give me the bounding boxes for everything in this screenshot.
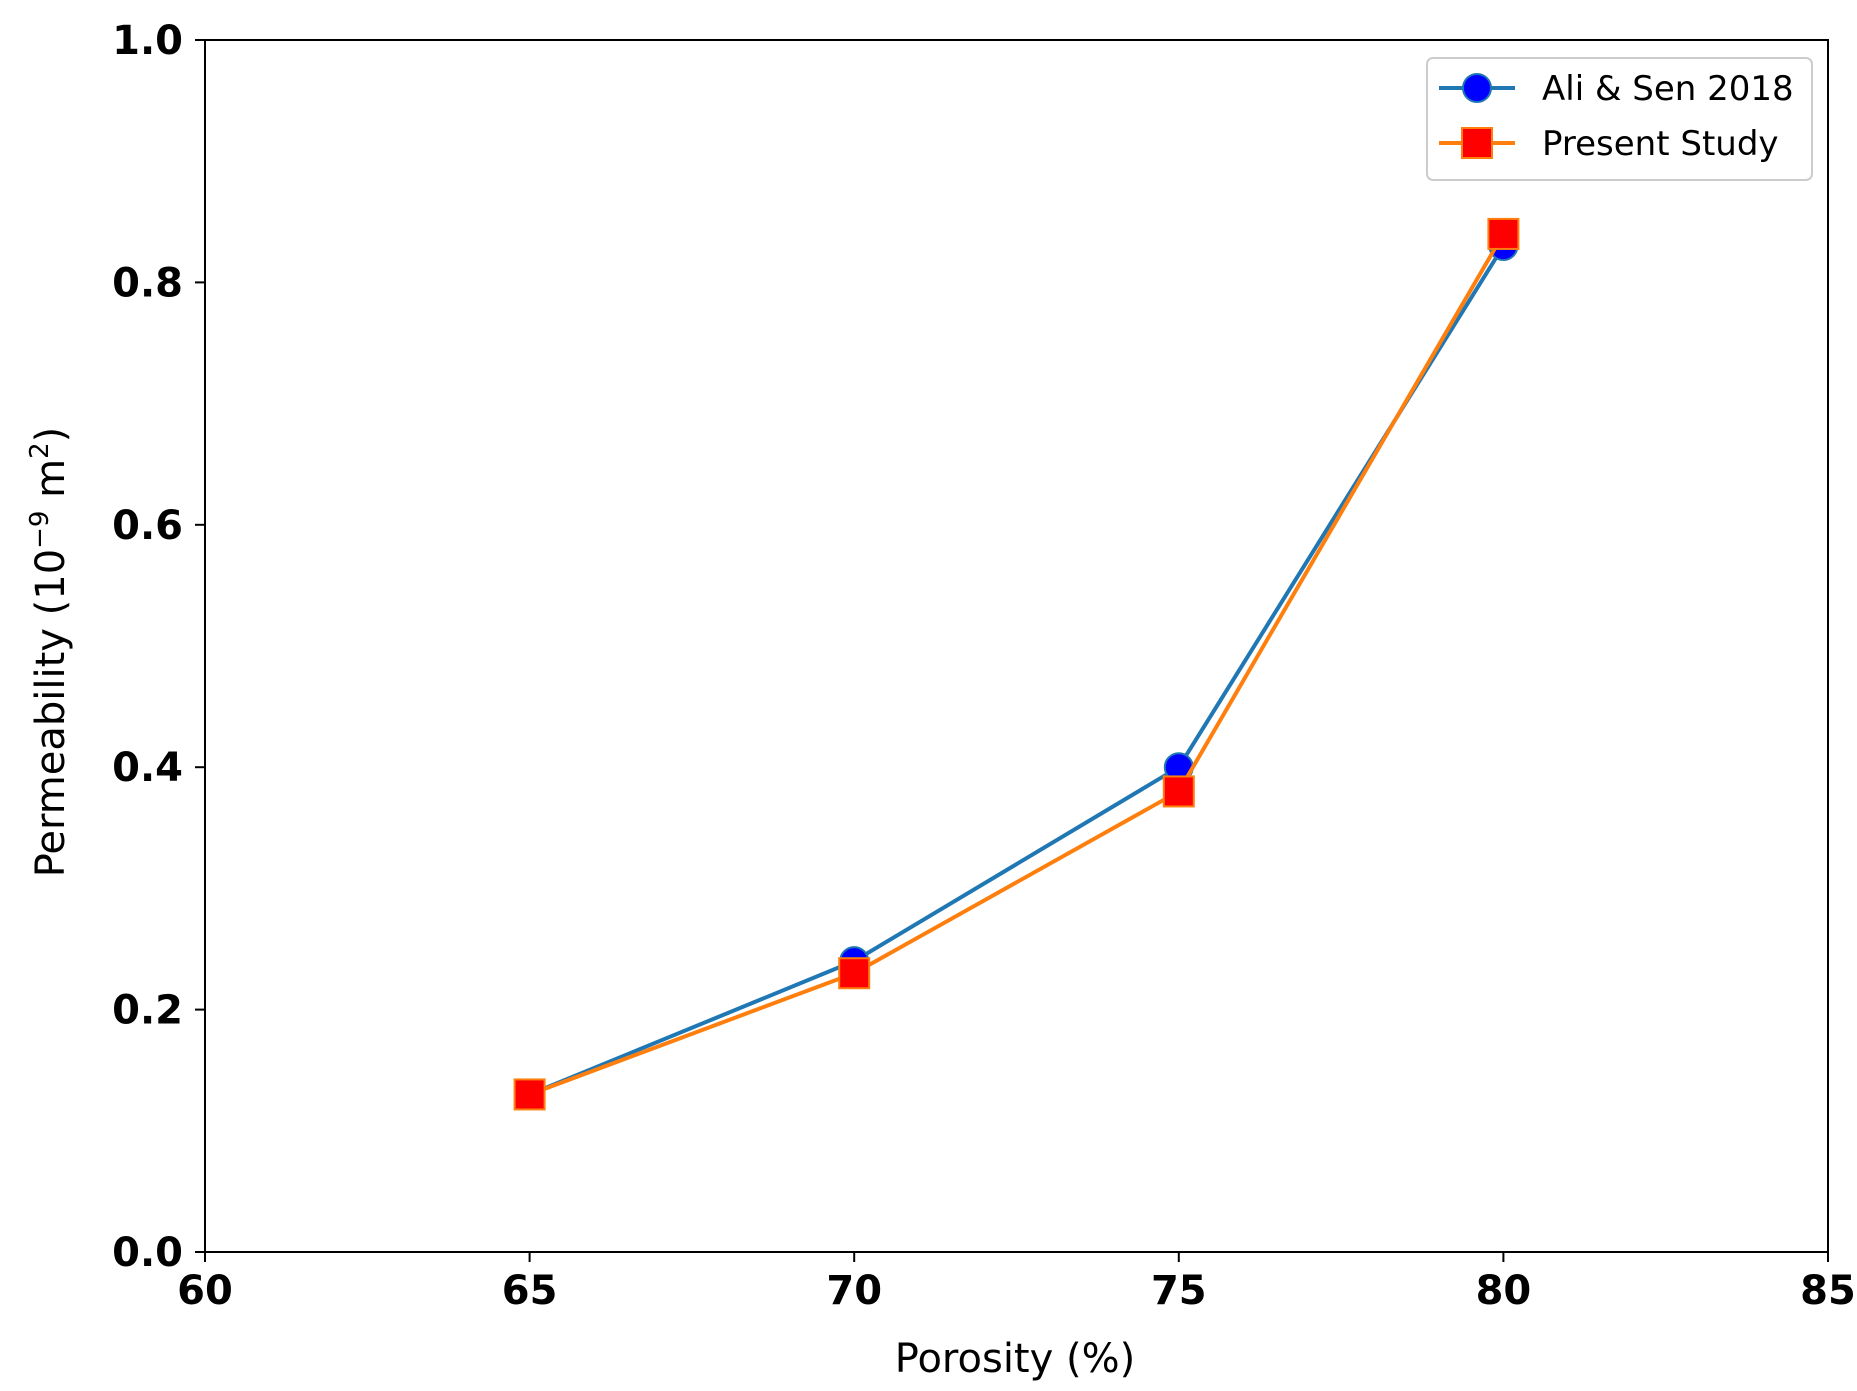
x-tick-label: 85 — [1800, 1268, 1856, 1314]
series-line-1 — [528, 244, 1506, 1097]
legend-label-2: Present Study — [1542, 124, 1779, 164]
x-tick-label: 60 — [177, 1268, 233, 1314]
y-tick-label: 0.4 — [112, 745, 183, 791]
y-tick-label: 0.6 — [112, 503, 183, 549]
data-point-series-2 — [1487, 217, 1520, 250]
plot-area — [204, 39, 1829, 1253]
legend-box — [1426, 57, 1813, 181]
y-tick-label: 0.2 — [112, 988, 183, 1034]
legend-label-1: Ali & Sen 2018 — [1542, 69, 1794, 109]
axes-frame — [204, 39, 1829, 1253]
data-point-series-2 — [1162, 775, 1195, 808]
x-tick-label: 75 — [1151, 1268, 1207, 1314]
y-tick-label: 1.0 — [112, 18, 183, 64]
y-tick-label: 0.8 — [112, 260, 183, 306]
x-tick-label: 80 — [1476, 1268, 1532, 1314]
axes-ticks: 60 65 70 75 80 85 0.0 0.2 0.4 0.6 0.8 1.0 — [112, 18, 1856, 1314]
legend: Ali & Sen 2018 Present Study — [1426, 57, 1813, 181]
legend-marker-2 — [1461, 127, 1493, 159]
data-point-series-2 — [838, 957, 871, 990]
series-line-2 — [528, 232, 1506, 1097]
data-point-series-2 — [513, 1078, 546, 1111]
x-tick-label: 65 — [502, 1268, 558, 1314]
y-axis-label: Permeability (10−9 m2) — [25, 427, 74, 878]
x-axis-label: Porosity (%) — [895, 1336, 1135, 1382]
legend-marker-1 — [1462, 73, 1492, 103]
x-tick-label: 70 — [826, 1268, 882, 1314]
y-tick-label: 0.0 — [112, 1230, 183, 1276]
